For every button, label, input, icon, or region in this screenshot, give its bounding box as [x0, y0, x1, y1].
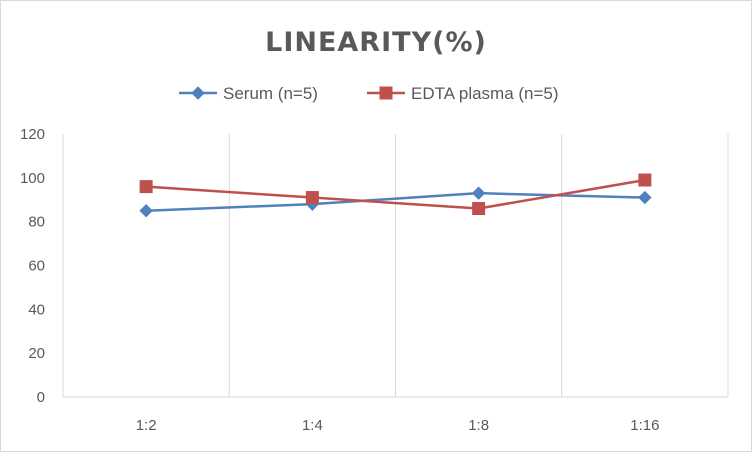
chart-title: LINEARITY(%): [265, 27, 487, 58]
y-axis-ticks: 0 20 40 60 80 100 120: [20, 126, 45, 406]
series-group: [139, 173, 652, 218]
legend-marker: [379, 86, 393, 100]
data-point: [638, 173, 652, 187]
data-point: [139, 204, 153, 218]
legend: Serum (n=5) EDTA plasma (n=5): [179, 84, 559, 103]
x-tick-label: 1:8: [468, 417, 489, 434]
grid: [62, 134, 729, 397]
legend-entry: Serum (n=5): [179, 84, 318, 103]
y-tick-label: 40: [28, 301, 45, 318]
legend-label: EDTA plasma (n=5): [411, 84, 559, 103]
data-point: [305, 191, 319, 205]
legend-entry: EDTA plasma (n=5): [367, 84, 559, 103]
y-tick-label: 100: [20, 170, 45, 187]
x-axis-ticks: 1:2 1:4 1:8 1:16: [136, 417, 660, 434]
data-point: [139, 180, 153, 194]
x-tick-label: 1:16: [630, 417, 659, 434]
legend-marker: [191, 86, 205, 100]
y-tick-label: 80: [28, 214, 45, 231]
series-line: [146, 178, 646, 210]
y-tick-label: 120: [20, 126, 45, 143]
data-point: [472, 202, 486, 216]
data-point: [638, 190, 652, 205]
x-tick-label: 1:4: [302, 417, 323, 434]
legend-label: Serum (n=5): [223, 84, 318, 103]
y-tick-label: 60: [28, 258, 45, 275]
series-2: [139, 173, 652, 216]
y-tick-label: 0: [37, 389, 45, 406]
data-point: [471, 186, 486, 200]
y-tick-label: 20: [28, 345, 45, 362]
x-tick-label: 1:2: [136, 417, 157, 434]
